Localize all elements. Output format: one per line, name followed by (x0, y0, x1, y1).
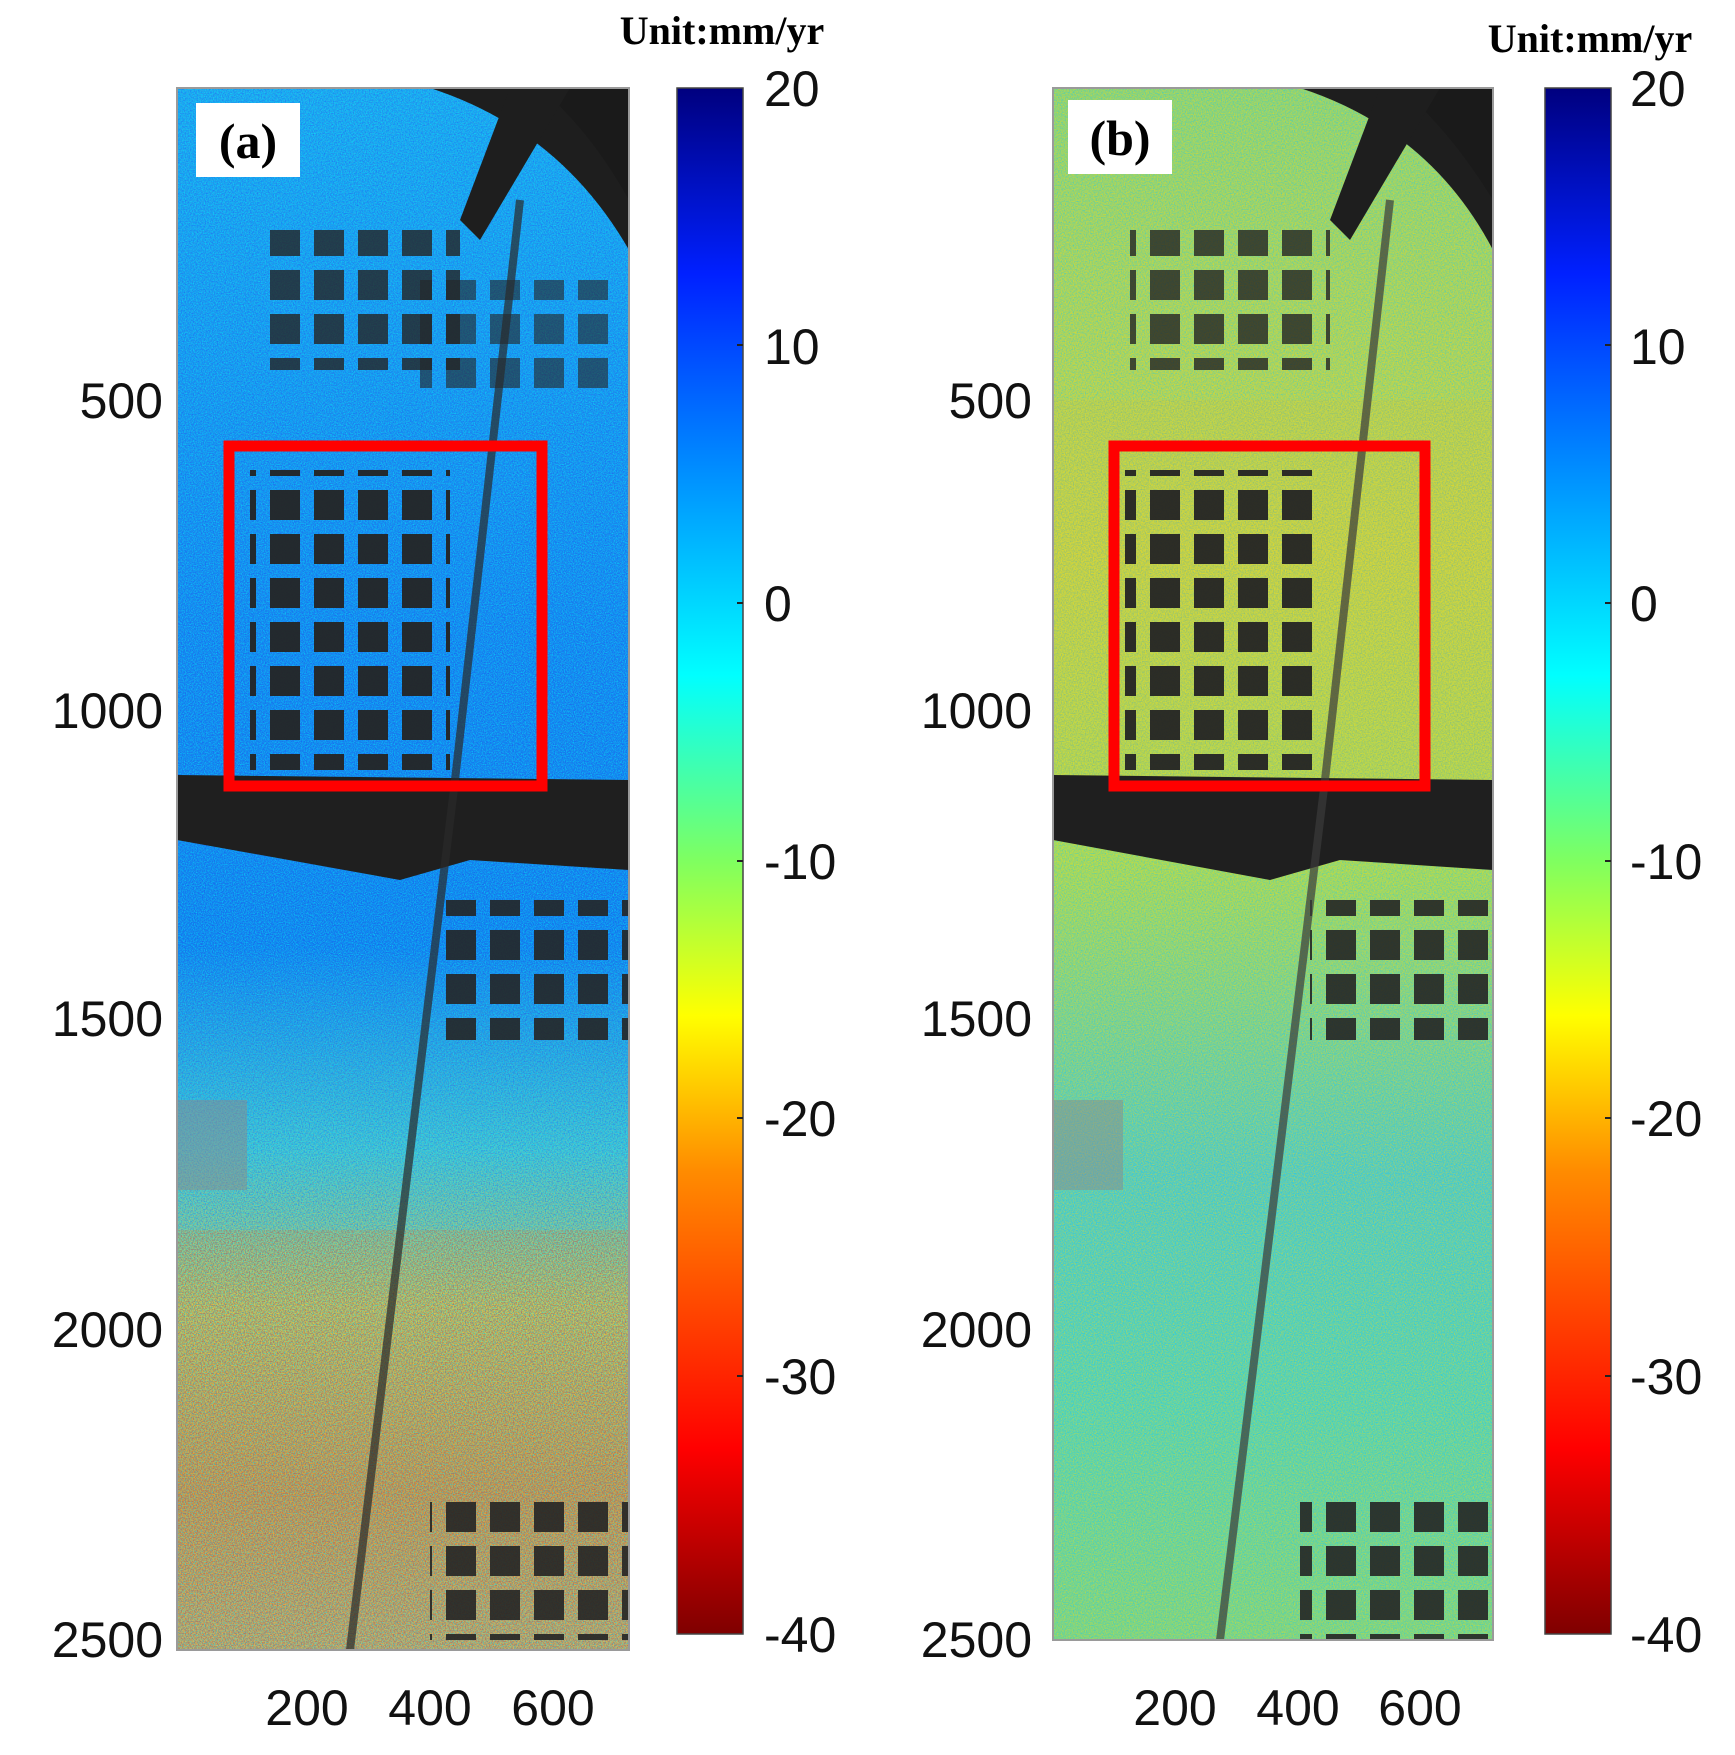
panel-b-map (1053, 88, 1493, 1640)
colorbar-tick: -40 (1630, 1607, 1702, 1663)
colorbar-tick: 0 (764, 576, 792, 632)
x-tick: 400 (1256, 1680, 1339, 1736)
y-tick: 500 (949, 373, 1032, 429)
panel-b-colorbar: Unit:mm/yr 20 10 0 -10 -20 -30 -40 (1488, 16, 1702, 1663)
panel-a-colorbar: Unit:mm/yr 20 10 0 -10 -20 -30 -40 (620, 8, 836, 1663)
colorbar-tick: 20 (764, 61, 820, 117)
y-tick: 2000 (921, 1302, 1032, 1358)
panel-b-y-axis: 500 1000 1500 2000 2500 (921, 373, 1032, 1668)
colorbar-tick: -40 (764, 1607, 836, 1663)
colorbar-tick: 10 (1630, 319, 1686, 375)
colorbar-tick: 20 (1630, 61, 1686, 117)
panel-a-tag-box (196, 103, 300, 177)
colorbar-unit-label: Unit:mm/yr (1488, 16, 1692, 61)
panel-a-highlight-box (223, 440, 548, 792)
y-tick: 2000 (52, 1302, 163, 1358)
panel-b-frame (1052, 87, 1494, 1641)
x-tick: 200 (265, 1680, 348, 1736)
colorbar-tick: -20 (764, 1091, 836, 1147)
panel-a-map (177, 88, 629, 1650)
colorbar-tick: -30 (764, 1349, 836, 1405)
colorbar-tick: -30 (1630, 1349, 1702, 1405)
panel-b-tag: (b) (1089, 110, 1150, 166)
panel-a-tag: (a) (219, 113, 277, 169)
panel-a-y-axis: 500 1000 1500 2000 2500 (52, 373, 163, 1668)
colorbar-tick: -10 (1630, 834, 1702, 890)
colorbar-tick: -10 (764, 834, 836, 890)
x-tick: 200 (1133, 1680, 1216, 1736)
panel-a: (a) 500 1000 1500 2000 2500 200 400 600 … (52, 8, 837, 1736)
panel-a-x-axis: 200 400 600 (265, 1680, 594, 1736)
y-tick: 2500 (52, 1612, 163, 1668)
panel-b-highlight-box (1108, 440, 1431, 792)
panel-a-frame (176, 87, 630, 1651)
colorbar-unit-label: Unit:mm/yr (620, 8, 824, 53)
y-tick: 1500 (921, 991, 1032, 1047)
y-tick: 500 (80, 373, 163, 429)
panel-b-x-axis: 200 400 600 (1133, 1680, 1461, 1736)
y-tick: 2500 (921, 1612, 1032, 1668)
x-tick: 600 (511, 1680, 594, 1736)
colorbar-tick: 10 (764, 319, 820, 375)
x-tick: 400 (388, 1680, 471, 1736)
y-tick: 1500 (52, 991, 163, 1047)
panel-b: (b) 500 1000 1500 2000 2500 200 400 600 … (921, 16, 1703, 1736)
y-tick: 1000 (52, 683, 163, 739)
y-tick: 1000 (921, 683, 1032, 739)
colorbar-gradient (676, 87, 744, 1635)
colorbar-tick: -20 (1630, 1091, 1702, 1147)
x-tick: 600 (1378, 1680, 1461, 1736)
colorbar-tick: 0 (1630, 576, 1658, 632)
panel-b-tag-box (1068, 100, 1172, 174)
colorbar-gradient (1544, 87, 1612, 1635)
